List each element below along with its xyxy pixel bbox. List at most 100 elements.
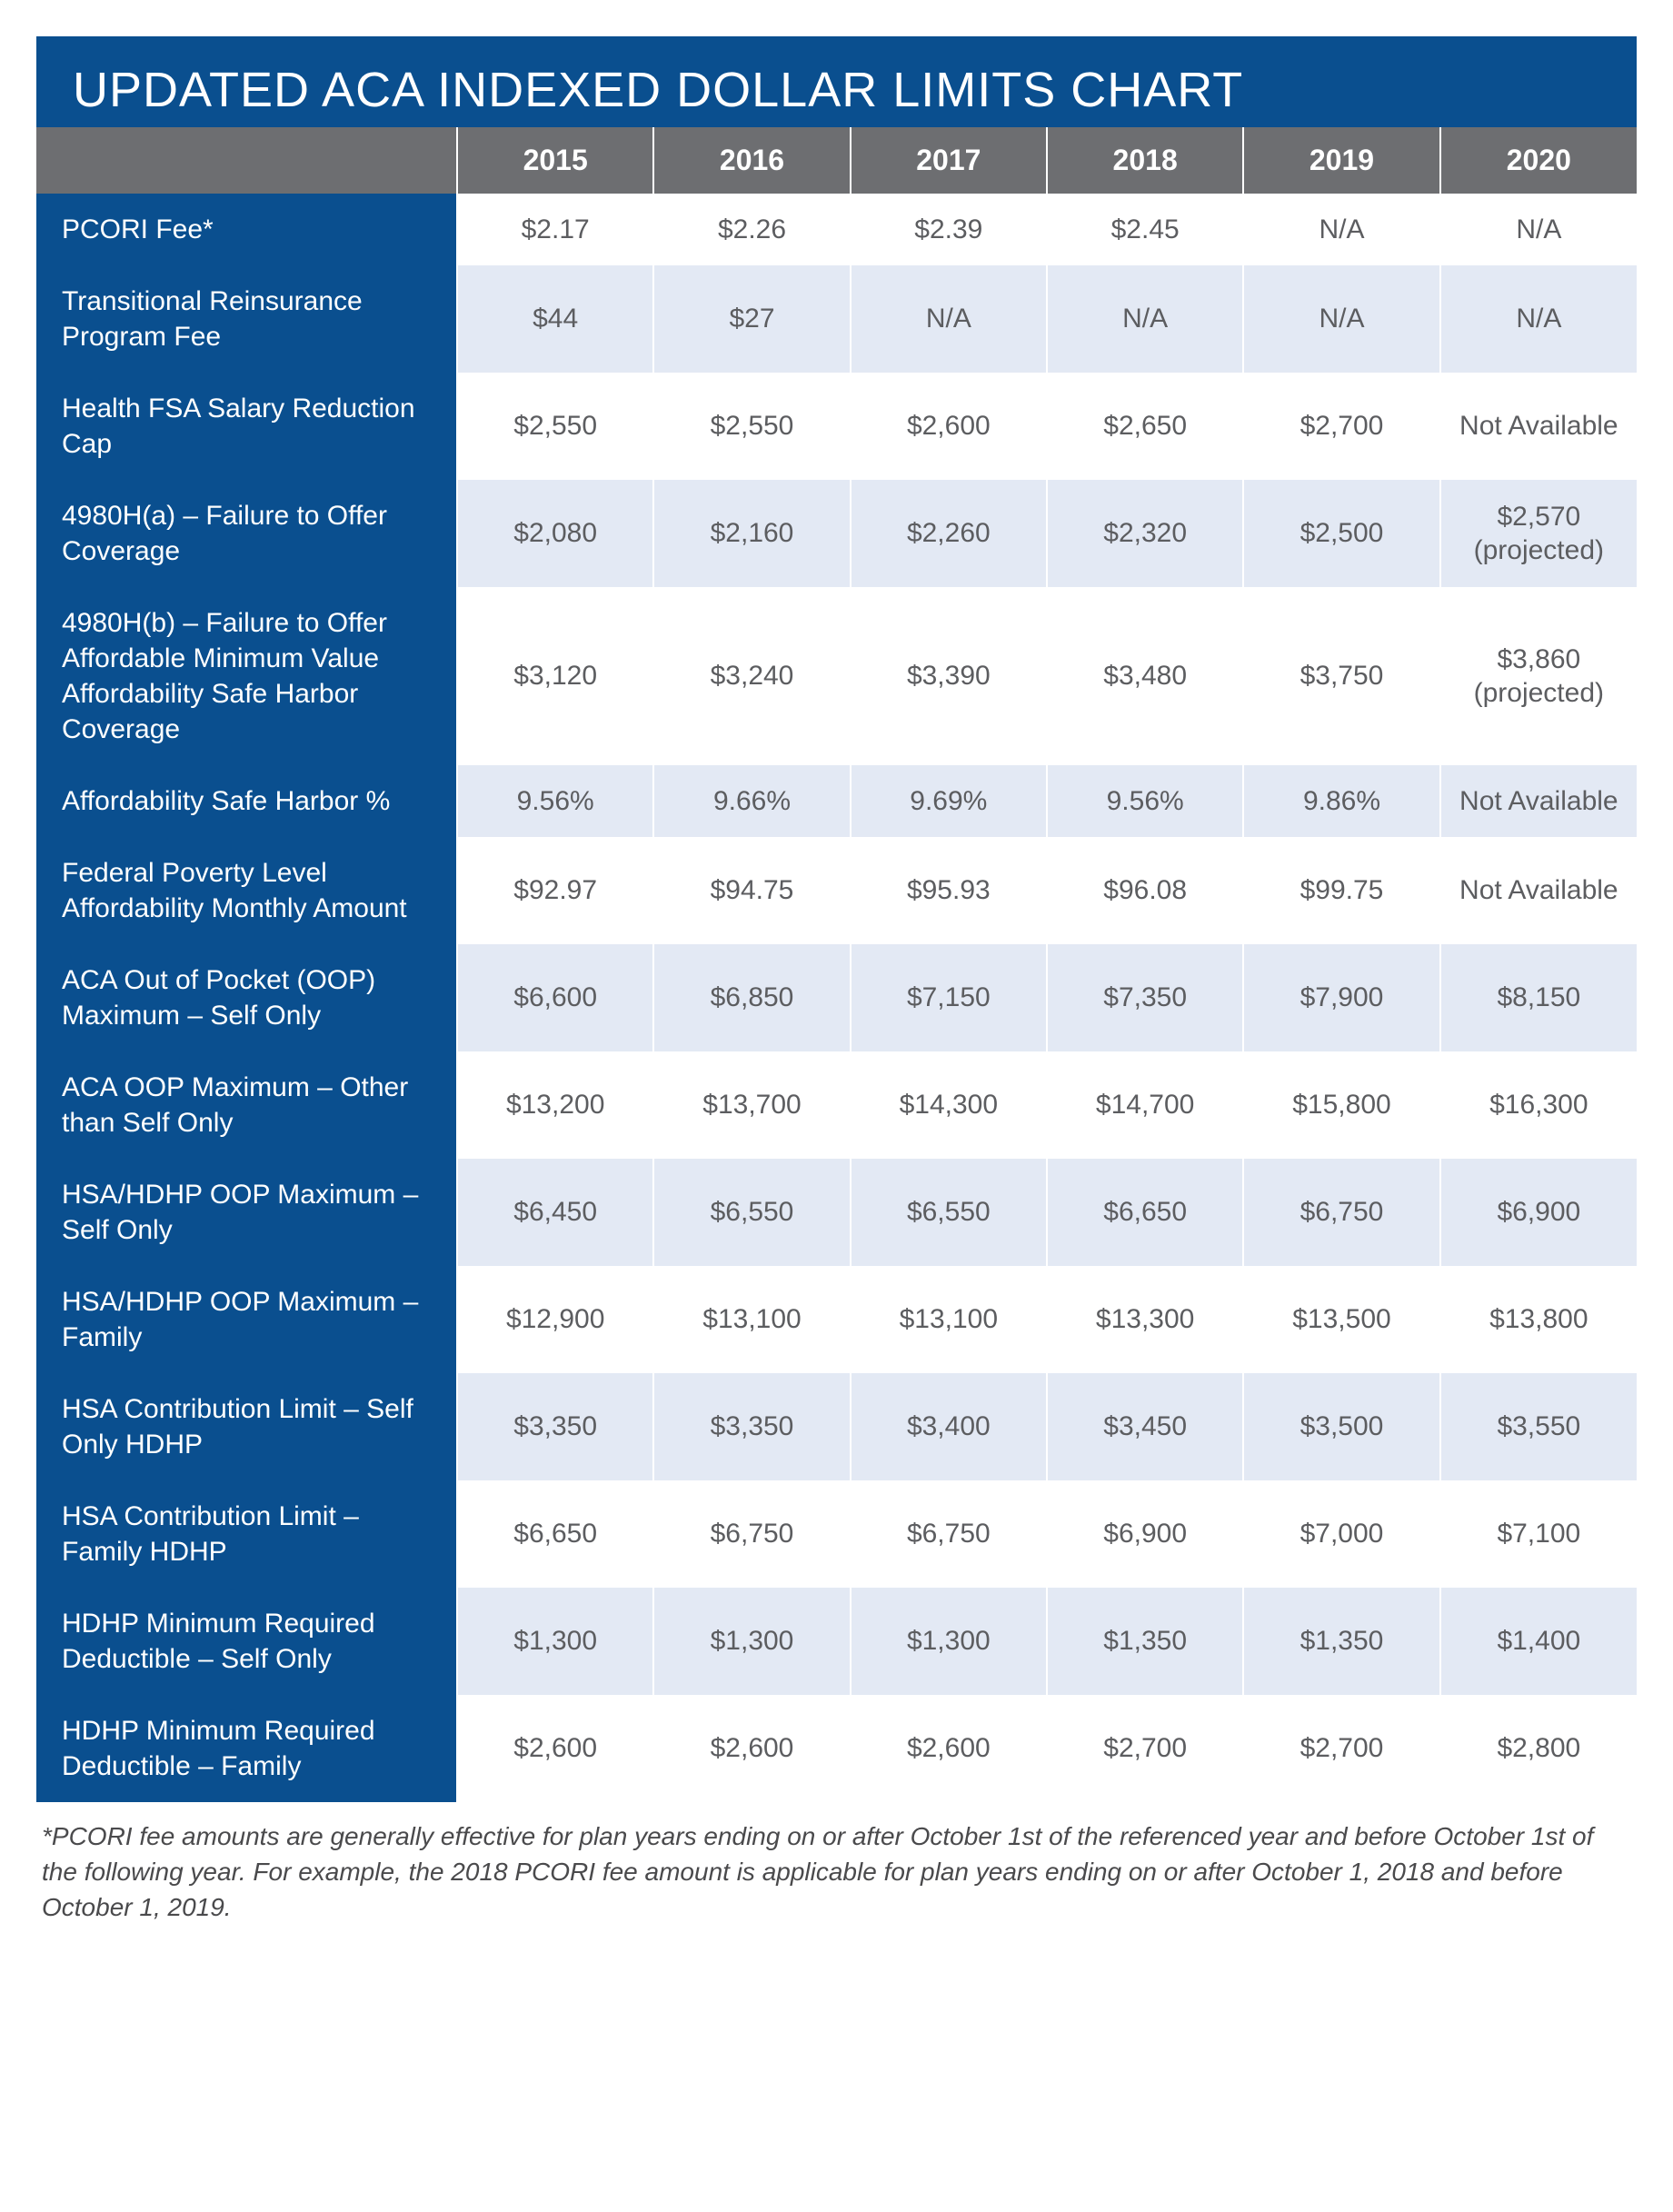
header-year-1: 2016 (653, 127, 850, 194)
table-row: HSA Contribution Limit – Self Only HDHP$… (36, 1373, 1637, 1480)
cell-value: $95.93 (851, 837, 1047, 944)
cell-value: $1,350 (1047, 1588, 1243, 1695)
cell-value: $3,750 (1243, 587, 1439, 765)
cell-value: $2,700 (1243, 1695, 1439, 1802)
cell-value: $6,550 (851, 1159, 1047, 1266)
cell-value: $13,100 (851, 1266, 1047, 1373)
cell-value: $2,600 (851, 1695, 1047, 1802)
cell-value: $1,400 (1440, 1588, 1637, 1695)
row-label: HSA Contribution Limit – Family HDHP (36, 1480, 457, 1588)
row-label: Transitional Reinsurance Program Fee (36, 265, 457, 373)
header-year-0: 2015 (457, 127, 653, 194)
row-label: HSA/HDHP OOP Maximum – Family (36, 1266, 457, 1373)
cell-value: $14,300 (851, 1051, 1047, 1159)
cell-value: $15,800 (1243, 1051, 1439, 1159)
table-body: PCORI Fee*$2.17$2.26$2.39$2.45N/AN/ATran… (36, 194, 1637, 1802)
row-label: HSA/HDHP OOP Maximum – Self Only (36, 1159, 457, 1266)
cell-value: $13,500 (1243, 1266, 1439, 1373)
row-label: ACA Out of Pocket (OOP) Maximum – Self O… (36, 944, 457, 1051)
cell-value: $2,160 (653, 480, 850, 587)
cell-value: $2,600 (851, 373, 1047, 480)
cell-value: $2,500 (1243, 480, 1439, 587)
cell-value: $8,150 (1440, 944, 1637, 1051)
cell-value: 9.69% (851, 765, 1047, 837)
row-label: 4980H(b) – Failure to Offer Affordable M… (36, 587, 457, 765)
cell-value: $7,100 (1440, 1480, 1637, 1588)
row-label: Health FSA Salary Reduction Cap (36, 373, 457, 480)
row-label: HSA Contribution Limit – Self Only HDHP (36, 1373, 457, 1480)
cell-value: 9.56% (1047, 765, 1243, 837)
table-row: 4980H(a) – Failure to Offer Coverage$2,0… (36, 480, 1637, 587)
cell-value: $14,700 (1047, 1051, 1243, 1159)
chart-container: UPDATED ACA INDEXED DOLLAR LIMITS CHART … (0, 0, 1673, 1962)
table-row: Health FSA Salary Reduction Cap$2,550$2,… (36, 373, 1637, 480)
table-row: HDHP Minimum Required Deductible – Self … (36, 1588, 1637, 1695)
cell-value: $6,750 (653, 1480, 850, 1588)
cell-value: $3,240 (653, 587, 850, 765)
table-row: 4980H(b) – Failure to Offer Affordable M… (36, 587, 1637, 765)
cell-value: Not Available (1440, 837, 1637, 944)
cell-value: $3,120 (457, 587, 653, 765)
table-row: Affordability Safe Harbor % 9.56% 9.66%9.6… (36, 765, 1637, 837)
limits-table: 2015 2016 2017 2018 2019 2020 PCORI Fee*… (36, 127, 1637, 1802)
row-label: Affordability Safe Harbor % (36, 765, 457, 837)
table-row: ACA OOP Maximum – Other than Self Only$1… (36, 1051, 1637, 1159)
cell-value: $13,100 (653, 1266, 850, 1373)
cell-value: $2,650 (1047, 373, 1243, 480)
cell-value: $3,400 (851, 1373, 1047, 1480)
cell-value: $2.17 (457, 194, 653, 265)
cell-value: $3,500 (1243, 1373, 1439, 1480)
cell-value: $6,450 (457, 1159, 653, 1266)
table-row: Transitional Reinsurance Program Fee$44$… (36, 265, 1637, 373)
cell-value: N/A (1440, 265, 1637, 373)
cell-value: $13,800 (1440, 1266, 1637, 1373)
cell-value: $6,900 (1047, 1480, 1243, 1588)
cell-value: Not Available (1440, 765, 1637, 837)
cell-value: $3,350 (457, 1373, 653, 1480)
cell-value: $2,600 (653, 1695, 850, 1802)
header-year-3: 2018 (1047, 127, 1243, 194)
cell-value: $2.39 (851, 194, 1047, 265)
cell-value: $7,350 (1047, 944, 1243, 1051)
table-row: HSA/HDHP OOP Maximum – Family$12,900$13,… (36, 1266, 1637, 1373)
cell-value: $1,300 (851, 1588, 1047, 1695)
cell-value: $2,600 (457, 1695, 653, 1802)
cell-value: $99.75 (1243, 837, 1439, 944)
chart-title: UPDATED ACA INDEXED DOLLAR LIMITS CHART (36, 36, 1637, 127)
table-row: Federal Poverty Level Affordability Mont… (36, 837, 1637, 944)
cell-value: $44 (457, 265, 653, 373)
table-row: ACA Out of Pocket (OOP) Maximum – Self O… (36, 944, 1637, 1051)
header-blank (36, 127, 457, 194)
row-label: PCORI Fee* (36, 194, 457, 265)
row-label: HDHP Minimum Required Deductible – Famil… (36, 1695, 457, 1802)
cell-value: $3,390 (851, 587, 1047, 765)
cell-value: $6,550 (653, 1159, 850, 1266)
table-row: HSA Contribution Limit – Family HDHP$6,6… (36, 1480, 1637, 1588)
cell-value: $2,800 (1440, 1695, 1637, 1802)
row-label: Federal Poverty Level Affordability Mont… (36, 837, 457, 944)
table-row: HDHP Minimum Required Deductible – Famil… (36, 1695, 1637, 1802)
cell-value: $7,000 (1243, 1480, 1439, 1588)
cell-value: $1,300 (653, 1588, 850, 1695)
cell-value: $3,550 (1440, 1373, 1637, 1480)
cell-value: $3,480 (1047, 587, 1243, 765)
cell-value: $2,260 (851, 480, 1047, 587)
cell-value: $2,700 (1243, 373, 1439, 480)
cell-value: N/A (1243, 194, 1439, 265)
cell-value: $6,650 (457, 1480, 653, 1588)
cell-value: $3,350 (653, 1373, 850, 1480)
cell-value: $2,570 (projected) (1440, 480, 1637, 587)
cell-value: $96.08 (1047, 837, 1243, 944)
cell-value: $1,300 (457, 1588, 653, 1695)
table-row: HSA/HDHP OOP Maximum – Self Only$6,450$6… (36, 1159, 1637, 1266)
row-label: HDHP Minimum Required Deductible – Self … (36, 1588, 457, 1695)
cell-value: $6,650 (1047, 1159, 1243, 1266)
cell-value: $1,350 (1243, 1588, 1439, 1695)
cell-value: $6,750 (1243, 1159, 1439, 1266)
cell-value: $6,750 (851, 1480, 1047, 1588)
cell-value: 9.86% (1243, 765, 1439, 837)
cell-value: 9.66% (653, 765, 850, 837)
header-year-2: 2017 (851, 127, 1047, 194)
header-year-5: 2020 (1440, 127, 1637, 194)
row-label: 4980H(a) – Failure to Offer Coverage (36, 480, 457, 587)
